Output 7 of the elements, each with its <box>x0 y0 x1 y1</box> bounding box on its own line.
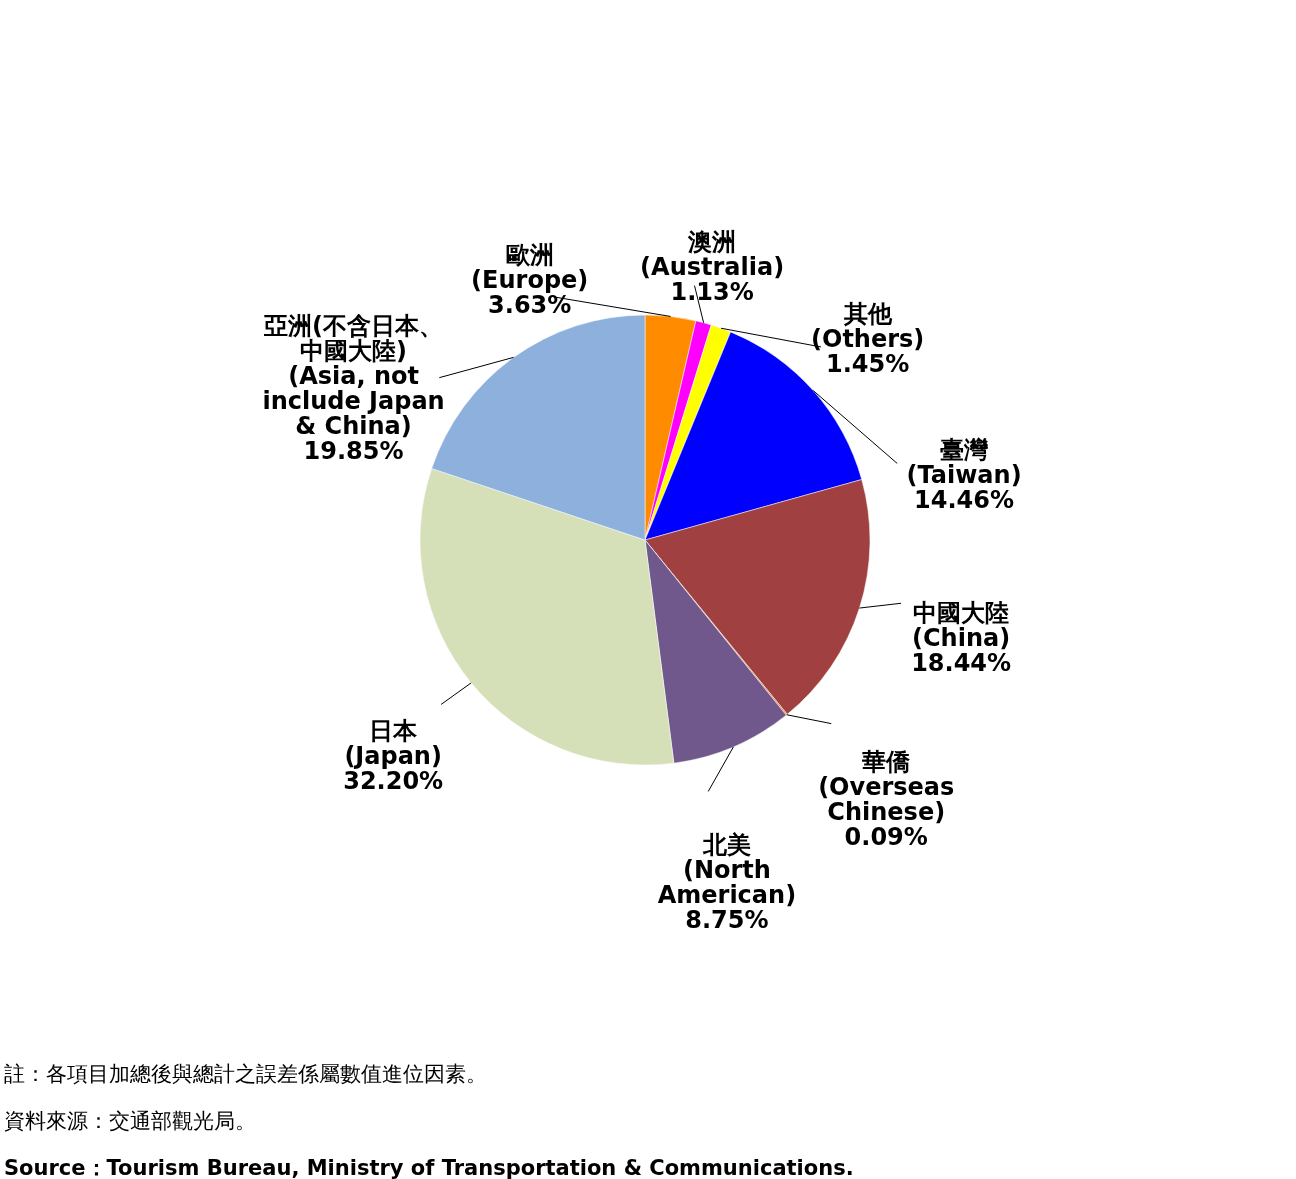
slice-label: 臺灣 (Taiwan) <box>906 435 1022 489</box>
source-note: 資料來源：交通部觀光局。 <box>4 1109 256 1133</box>
slice-label: 歐洲 (Europe) <box>471 241 589 295</box>
slice-label: 中國大陸 (China) <box>912 598 1011 652</box>
source-note: Source：Tourism Bureau, Ministry of Transportation & Communications. <box>4 1156 854 1179</box>
slice-label: 日本 (Japan) <box>344 717 442 771</box>
text: 註：各項目加總後與總計之誤差係屬數值進位因素。 <box>4 1062 487 1086</box>
